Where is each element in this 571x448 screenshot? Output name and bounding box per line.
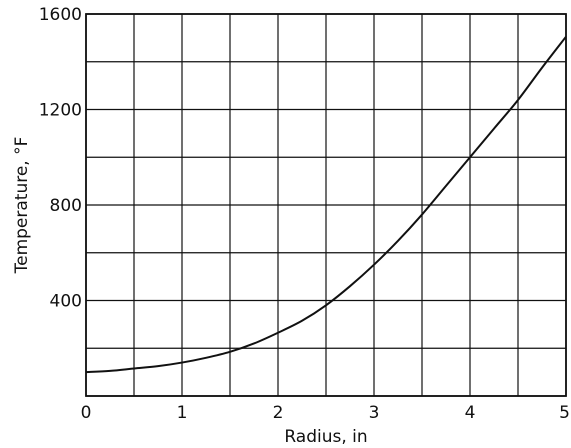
y-tick-label: 400 [50, 292, 82, 312]
x-tick-label: 5 [559, 403, 570, 423]
plot-frame [85, 13, 567, 397]
data-series [85, 36, 567, 374]
x-tick-label: 2 [273, 403, 284, 423]
grid-lines [85, 13, 567, 397]
series-line-0 [85, 36, 567, 374]
y-tick-labels: 400 800 1200 1600 [39, 5, 82, 312]
x-tick-labels: 0 1 2 3 4 5 [81, 403, 570, 423]
x-tick-label: 3 [369, 403, 380, 423]
y-tick-label: 1600 [39, 5, 82, 25]
x-tick-label: 0 [81, 403, 92, 423]
x-tick-label: 4 [465, 403, 476, 423]
y-axis-label: Temperature, °F [12, 137, 32, 275]
x-tick-label: 1 [177, 403, 188, 423]
y-tick-label: 800 [50, 196, 82, 216]
x-axis-label: Radius, in [284, 427, 367, 447]
y-tick-label: 1200 [39, 101, 82, 121]
